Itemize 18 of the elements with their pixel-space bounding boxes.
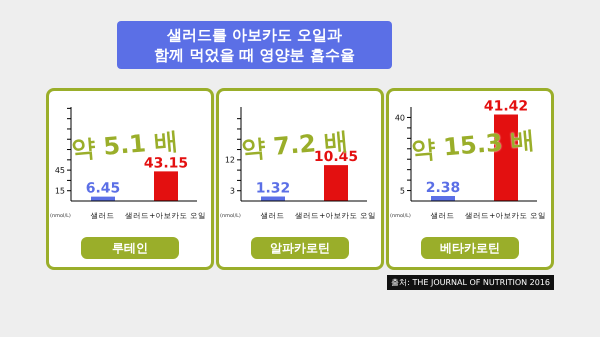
text: 샐러드를 아보카도 오일과 함께 먹었을 때 영양분 흡수율	[117, 21, 392, 69]
x-axis-title: 베타카로틴	[421, 237, 519, 259]
x-axis-title: 알파카로틴	[251, 237, 349, 259]
data-label: 41.42	[484, 98, 528, 114]
annotation: 약 15.3 배	[410, 124, 536, 166]
y-tick-label: 15	[54, 186, 65, 196]
data-label: 1.32	[256, 180, 290, 196]
x-axis-title: 루테인	[81, 237, 179, 259]
y-tick-label: 40	[394, 113, 405, 122]
data-label: 43.15	[144, 155, 188, 172]
data-label: 6.45	[86, 180, 120, 197]
y-tick-label: 12	[224, 156, 235, 165]
y-tick-label: 3	[230, 186, 235, 196]
data-label: 10.45	[314, 149, 358, 166]
source-note: 출처: THE JOURNAL OF NUTRITION 2016	[387, 275, 554, 290]
data-label: 2.38	[426, 180, 460, 196]
y-tick-label: 45	[54, 166, 65, 175]
y-tick-label: 5	[400, 186, 405, 196]
